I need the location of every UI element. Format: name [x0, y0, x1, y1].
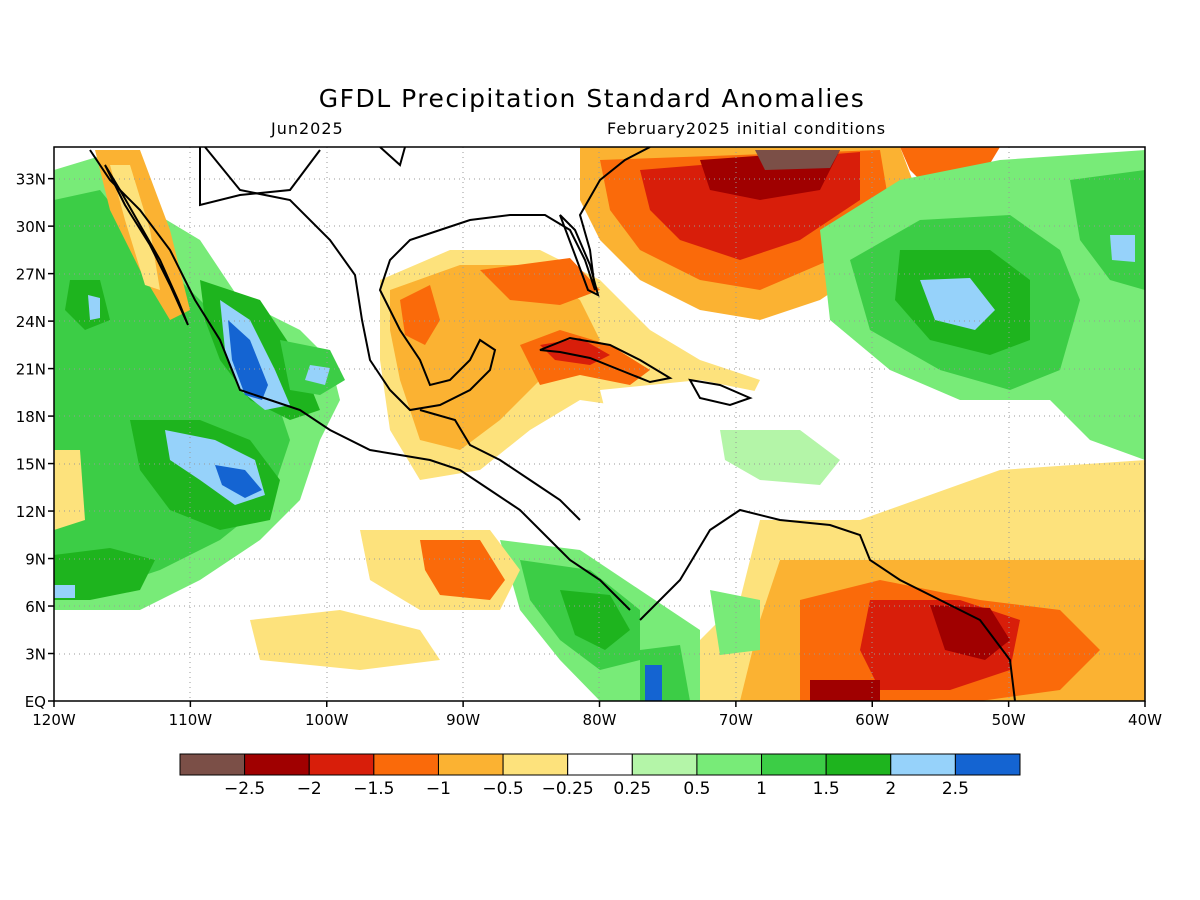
- colorbar-legend: −2.5 −2 −1.5 −1 −0.5 −0.25 0.25 0.5 1 1.5 2 2.5: [179, 753, 1021, 799]
- lat-tick-label: 6N: [25, 598, 46, 616]
- coastlines: [89, 147, 1016, 701]
- legend-swatch: [373, 753, 439, 776]
- lat-tick-label: 27N: [16, 266, 46, 284]
- us-mexico-border: [199, 147, 406, 207]
- pacific-dry-region: [54, 450, 520, 670]
- central-america-borders: [419, 409, 581, 521]
- map-title: GFDL Precipitation Standard Anomalies: [318, 84, 866, 113]
- atlantic-dry-region: [580, 147, 1000, 320]
- lat-tick-label: 33N: [16, 171, 46, 189]
- lat-tick-label: 18N: [16, 408, 46, 426]
- lat-tick-label: 30N: [16, 218, 46, 236]
- mexico-pacific-coast: [89, 149, 631, 611]
- legend-label: 1.5: [813, 779, 840, 799]
- lon-tick-label: 50W: [992, 711, 1026, 729]
- lat-tick-label: 15N: [16, 456, 46, 474]
- lat-lon-grid: [54, 147, 1145, 701]
- legend-swatch: [244, 753, 310, 776]
- legend-swatch: [954, 753, 1021, 776]
- lat-tick-label: 12N: [16, 503, 46, 521]
- south-america-coast: [639, 508, 1016, 701]
- legend-label: 1: [756, 779, 767, 799]
- lat-tick-label: 9N: [25, 551, 46, 569]
- baja-peninsula: [104, 164, 189, 326]
- lon-tick-label: 60W: [855, 711, 889, 729]
- legend-label: −0.5: [482, 779, 523, 799]
- legend-swatch: [437, 753, 504, 776]
- legend-swatch: [308, 753, 375, 776]
- lat-tick-label: 24N: [16, 313, 46, 331]
- legend-swatch: [179, 753, 246, 776]
- legend-swatch: [502, 753, 569, 776]
- lon-tick-label: 80W: [583, 711, 617, 729]
- cuba: [539, 336, 673, 384]
- lat-tick-label: EQ: [25, 693, 46, 711]
- legend-label: −2.5: [224, 779, 265, 799]
- lon-tick-label: 40W: [1128, 711, 1162, 729]
- legend-label: 0.5: [683, 779, 710, 799]
- legend-label: −0.25: [542, 779, 594, 799]
- colombia-wet-region: [500, 540, 760, 701]
- lon-tick-label: 90W: [446, 711, 480, 729]
- valid-month-label: Jun2025: [271, 119, 344, 138]
- green-pacific-region: [54, 150, 340, 610]
- hispaniola: [688, 378, 753, 407]
- legend-swatch: [567, 753, 633, 776]
- florida: [559, 214, 600, 297]
- legend-label: −1: [426, 779, 451, 799]
- legend-label: 2: [885, 779, 896, 799]
- legend-swatch: [696, 753, 763, 776]
- legend-swatch: [631, 753, 698, 776]
- east-atlantic-wet-region: [820, 150, 1145, 460]
- legend-swatch: [825, 753, 892, 776]
- longitude-axis: 120W 110W 100W 90W 80W 70W 60W 50W 40W: [32, 701, 1162, 729]
- lon-tick-label: 70W: [719, 711, 753, 729]
- legend-label: −2: [297, 779, 322, 799]
- lat-tick-label: 21N: [16, 361, 46, 379]
- south-america-dry-region: [690, 460, 1145, 701]
- legend-swatch: [890, 753, 956, 776]
- gulf-coast: [204, 147, 651, 412]
- lon-tick-label: 120W: [32, 711, 76, 729]
- anomaly-field: [54, 147, 1145, 701]
- legend-label: 2.5: [942, 779, 969, 799]
- lon-tick-label: 110W: [169, 711, 213, 729]
- legend-swatch: [761, 753, 827, 776]
- lon-tick-label: 100W: [305, 711, 349, 729]
- legend-label: 0.25: [613, 779, 651, 799]
- caribbean-wet-region: [720, 430, 840, 485]
- legend-label: −1.5: [353, 779, 394, 799]
- lat-tick-label: 3N: [25, 646, 46, 664]
- latitude-axis: EQ 3N 6N 9N 12N 15N 18N 21N 24N 27N 30N 33N: [16, 171, 54, 711]
- init-conditions-label: February2025 initial conditions: [607, 119, 887, 138]
